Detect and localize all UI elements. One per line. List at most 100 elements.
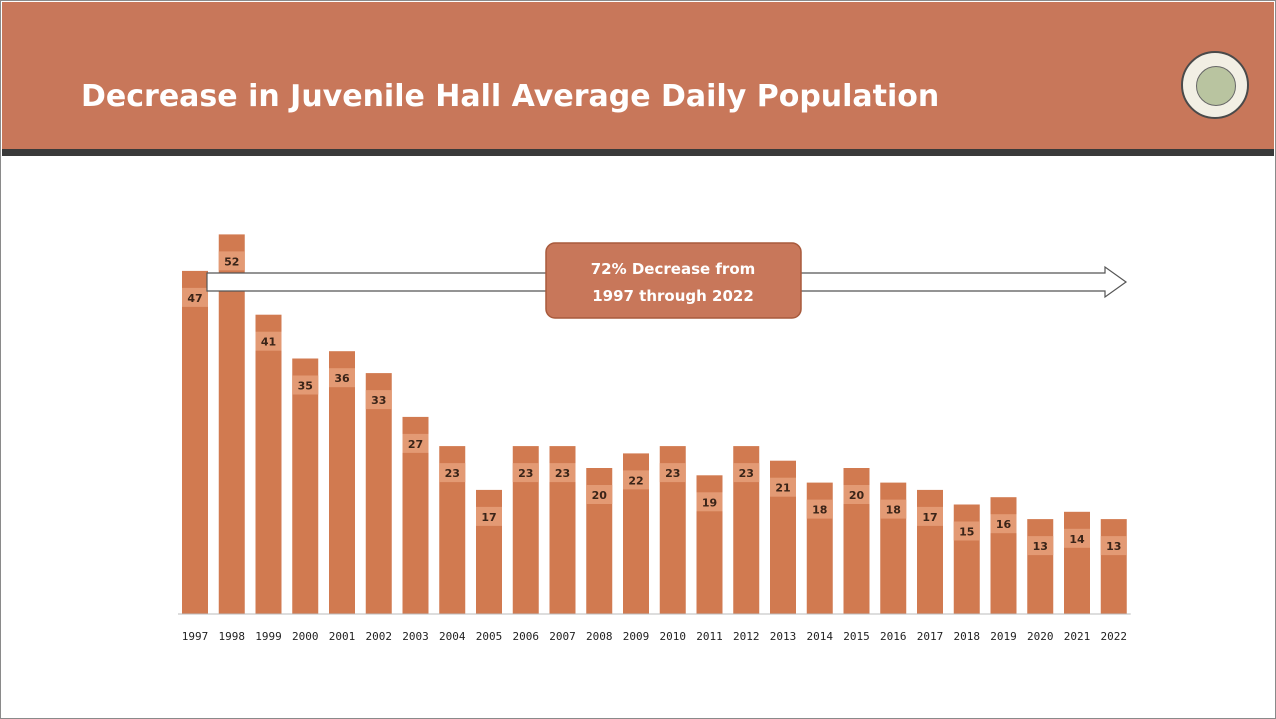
data-label-2019: 16 — [996, 518, 1012, 531]
x-tick-label-2008: 2008 — [586, 630, 613, 643]
data-label-2013: 21 — [775, 482, 790, 495]
bar-2018 — [953, 504, 980, 614]
x-axis-tick-labels: 1997 1998 1999 2000 2001 2002 2003 2004 2005 2006… — [182, 630, 1127, 643]
bar-1997 — [182, 270, 208, 614]
bar-label-band-2022 — [1100, 536, 1127, 556]
bar-label-band-2017 — [917, 506, 943, 526]
bar-series — [178, 234, 1131, 615]
x-tick-label-2001: 2001 — [329, 630, 356, 643]
x-tick-label-1998: 1998 — [219, 630, 246, 643]
data-label-2005: 17 — [481, 511, 496, 524]
bar-2002 — [365, 373, 392, 614]
page-title: Decrease in Juvenile Hall Average Daily … — [81, 79, 940, 114]
bar-1999 — [255, 314, 282, 614]
x-tick-label-1999: 1999 — [255, 630, 282, 643]
data-label-2021: 14 — [1069, 533, 1085, 546]
bar-2020 — [1027, 519, 1054, 614]
data-label-2018: 15 — [959, 526, 974, 539]
bar-label-band-2003 — [402, 433, 429, 453]
data-label-2022: 13 — [1106, 540, 1121, 553]
x-tick-label-2020: 2020 — [1027, 630, 1054, 643]
bar-label-band-2006 — [512, 463, 539, 483]
data-label-2006: 23 — [518, 467, 533, 480]
bar-label-band-1999 — [255, 331, 282, 351]
bar-label-band-2021 — [1064, 528, 1090, 548]
data-label-2007: 23 — [555, 467, 570, 480]
data-label-1997: 47 — [187, 292, 202, 305]
bar-label-band-2007 — [549, 463, 576, 483]
bar-2000 — [292, 358, 319, 614]
x-tick-label-2015: 2015 — [843, 630, 870, 643]
data-label-2002: 33 — [371, 394, 386, 407]
title-divider — [2, 149, 1274, 156]
bar-label-band-2001 — [329, 368, 355, 388]
data-label-2009: 22 — [628, 474, 643, 487]
bar-label-band-2019 — [990, 514, 1017, 534]
bar-label-band-2010 — [659, 463, 686, 483]
data-label-2012: 23 — [739, 467, 754, 480]
x-tick-label-2014: 2014 — [807, 630, 834, 643]
x-tick-label-2007: 2007 — [549, 630, 576, 643]
bar-label-band-2015 — [843, 485, 870, 504]
bar-label-band-2009 — [623, 470, 649, 490]
callout-line-1: 72% Decrease from — [591, 260, 756, 278]
data-label-2014: 18 — [812, 504, 827, 517]
data-label-2015: 20 — [849, 489, 865, 502]
decrease-callout: 72% Decrease from 1997 through 2022 — [545, 242, 802, 319]
bar-2021 — [1064, 511, 1090, 614]
x-tick-label-2021: 2021 — [1064, 630, 1091, 643]
data-label-1999: 41 — [261, 336, 276, 349]
x-tick-label-2012: 2012 — [733, 630, 760, 643]
bar-label-band-2014 — [806, 499, 833, 519]
x-tick-label-2016: 2016 — [880, 630, 907, 643]
x-tick-label-2000: 2000 — [292, 630, 319, 643]
data-label-2003: 27 — [408, 438, 423, 451]
data-label-2010: 23 — [665, 467, 680, 480]
callout-box — [545, 242, 802, 319]
bar-label-band-1998 — [218, 251, 245, 271]
data-label-2011: 19 — [702, 496, 717, 509]
data-label-2000: 35 — [298, 380, 313, 393]
x-tick-label-2019: 2019 — [990, 630, 1017, 643]
data-label-2020: 13 — [1033, 540, 1048, 553]
x-tick-label-2010: 2010 — [660, 630, 687, 643]
bar-label-band-2012 — [733, 463, 760, 483]
x-tick-label-2006: 2006 — [513, 630, 540, 643]
bar-label-band-1997 — [182, 287, 208, 307]
bar-label-band-2016 — [880, 499, 907, 519]
bar-1998 — [218, 234, 245, 614]
data-label-2004: 23 — [445, 467, 460, 480]
data-label-1998: 52 — [224, 255, 239, 268]
seal-emblem — [1196, 66, 1236, 106]
bar-label-band-2013 — [770, 477, 796, 497]
bar-label-band-2002 — [365, 390, 392, 410]
bar-label-band-2011 — [696, 492, 723, 512]
x-tick-label-2005: 2005 — [476, 630, 503, 643]
x-tick-label-2013: 2013 — [770, 630, 797, 643]
data-label-2016: 18 — [886, 504, 901, 517]
bar-label-band-2020 — [1027, 536, 1054, 556]
x-tick-label-2004: 2004 — [439, 630, 466, 643]
bar-2022 — [1100, 519, 1127, 614]
callout-line-2: 1997 through 2022 — [592, 287, 754, 305]
bar-label-band-2008 — [586, 485, 613, 504]
data-label-2008: 20 — [592, 489, 608, 502]
x-tick-label-2018: 2018 — [954, 630, 981, 643]
x-tick-label-2017: 2017 — [917, 630, 944, 643]
bar-2001 — [329, 351, 355, 614]
x-tick-label-2011: 2011 — [696, 630, 723, 643]
x-tick-label-2002: 2002 — [366, 630, 393, 643]
data-labels: 47 52 41 35 36 33 27 23 17 23 23 20 22 23 19 23 21 18 20 18… — [187, 255, 1121, 553]
data-label-2001: 36 — [334, 372, 350, 385]
data-label-2017: 17 — [922, 511, 937, 524]
title-banner — [2, 2, 1274, 149]
bar-label-band-2004 — [439, 463, 466, 483]
x-tick-label-2022: 2022 — [1101, 630, 1128, 643]
x-tick-label-1997: 1997 — [182, 630, 209, 643]
bar-label-band-2005 — [476, 506, 502, 526]
x-tick-label-2003: 2003 — [402, 630, 429, 643]
county-seal-icon — [1181, 51, 1249, 119]
bar-label-band-2018 — [953, 521, 980, 541]
